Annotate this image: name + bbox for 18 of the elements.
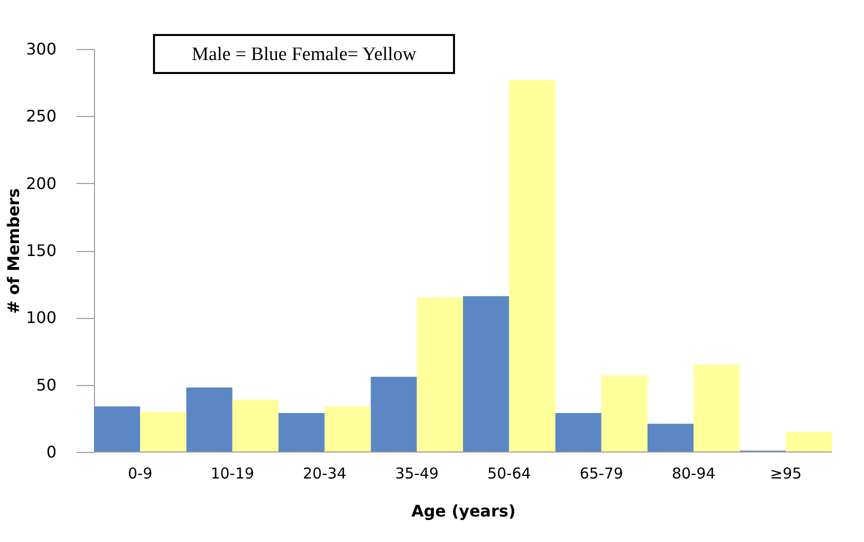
y-tick-label: 200	[26, 174, 56, 193]
x-tick-label: 0-9	[128, 464, 152, 482]
x-tick-label: 65-79	[580, 464, 624, 482]
x-axis-title: Age (years)	[411, 502, 516, 520]
x-tick-label: ≥95	[770, 464, 802, 482]
annotation: Male = Blue Female= Yellow	[192, 44, 417, 65]
x-tick-label: 10-19	[210, 464, 254, 482]
y-tick-label: 0	[46, 442, 56, 462]
y-tick-label: 50	[36, 375, 56, 394]
y-axis-title: # of Members	[4, 188, 23, 314]
x-tick-label: 50-64	[487, 464, 531, 482]
y-tick-label: 100	[26, 308, 56, 328]
y-tick-label: 300	[26, 40, 56, 58]
y-tick-label: 150	[26, 241, 56, 260]
x-tick-label: 35-49	[395, 464, 439, 482]
x-tick-label: 80-94	[672, 464, 716, 482]
y-tick-label: 250	[26, 106, 56, 126]
x-tick-label: 20-34	[302, 464, 346, 482]
